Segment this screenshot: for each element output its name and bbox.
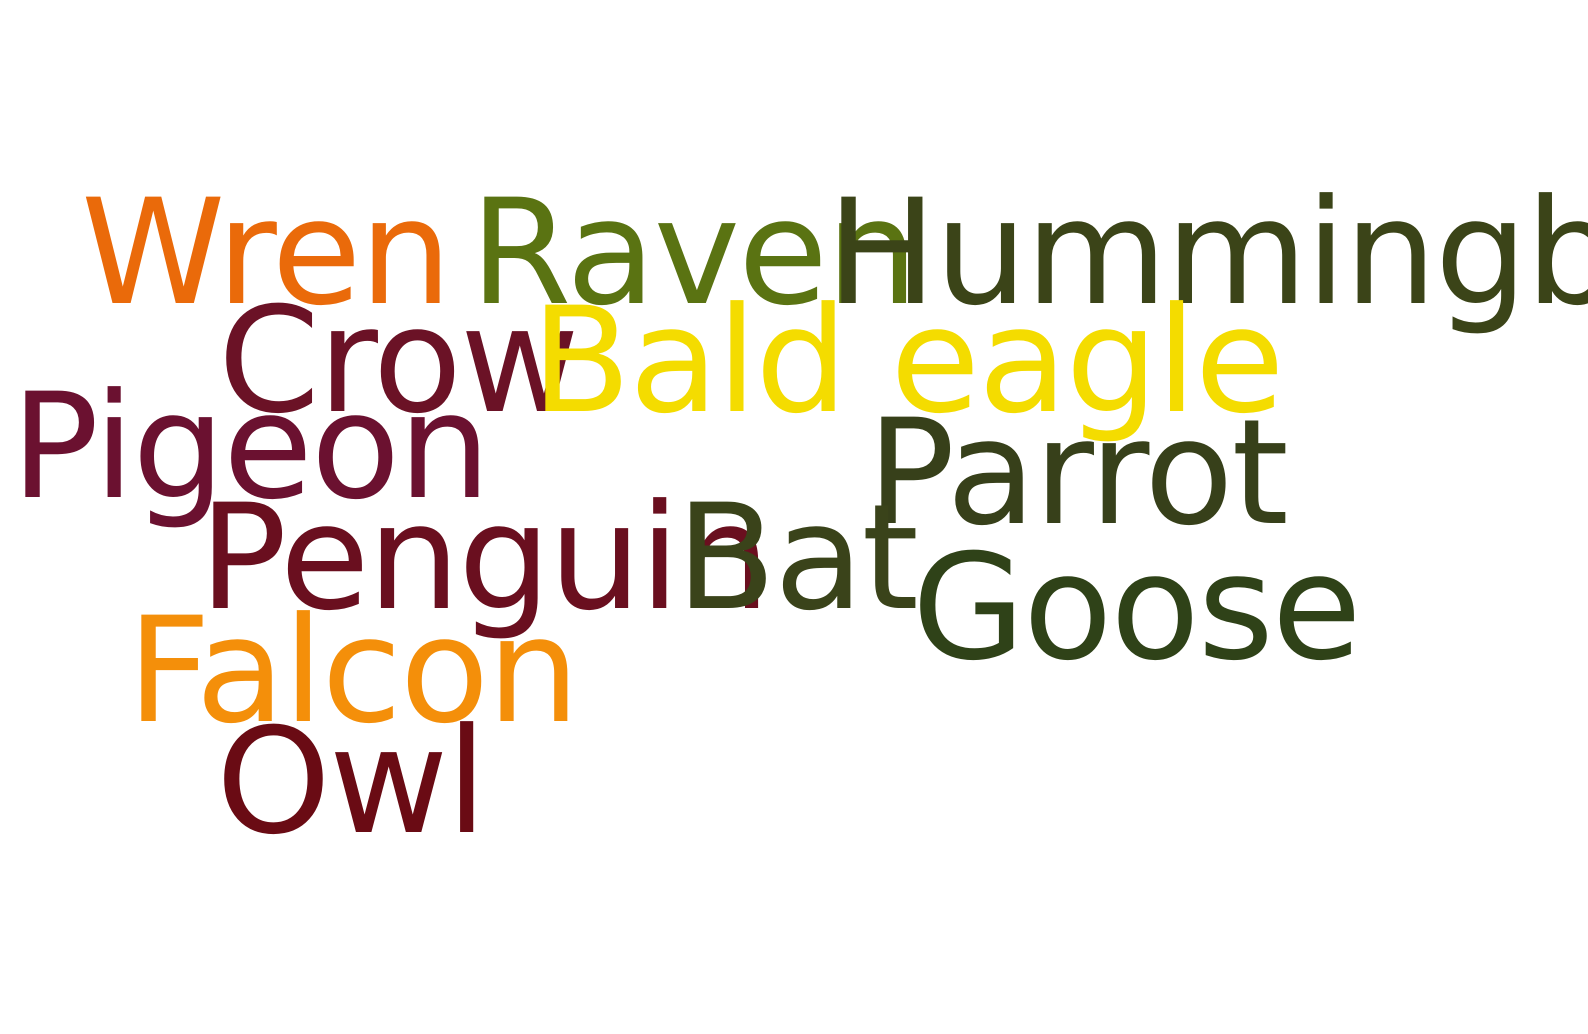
word-crow: Crow bbox=[218, 276, 579, 446]
word-goose: Goose bbox=[912, 523, 1362, 693]
word-bald-eagle: Bald eagle bbox=[531, 276, 1285, 446]
word-falcon: Falcon bbox=[127, 586, 580, 756]
word-pigeon: Pigeon bbox=[11, 362, 491, 532]
word-hummingbird: Hummingbird bbox=[827, 168, 1588, 338]
word-bat: Bat bbox=[676, 473, 919, 643]
word-penguin: Penguin bbox=[199, 473, 771, 643]
word-owl: Owl bbox=[216, 697, 487, 867]
word-raven: Raven bbox=[470, 168, 918, 338]
word-parrot: Parrot bbox=[867, 388, 1289, 558]
word-wren: Wren bbox=[81, 168, 452, 338]
